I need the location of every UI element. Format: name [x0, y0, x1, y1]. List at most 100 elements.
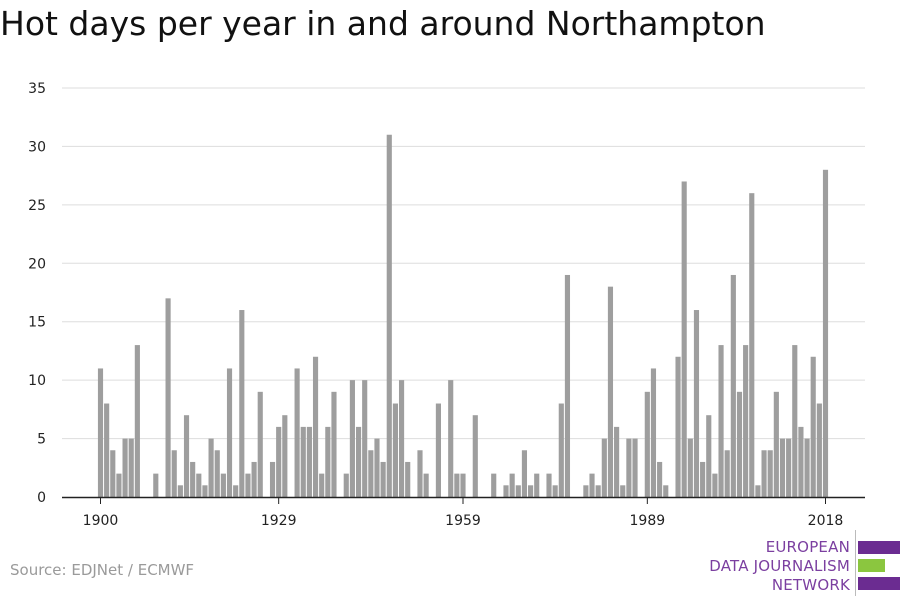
bar-1911	[165, 298, 171, 497]
bar-1968	[515, 485, 521, 497]
bar-1940	[343, 473, 349, 497]
bar-1920	[220, 473, 226, 497]
bar-1918	[208, 438, 214, 497]
bar-1914	[183, 415, 190, 497]
bar-2008	[761, 450, 767, 497]
grid-lines	[62, 87, 865, 440]
bar-1938	[331, 391, 337, 497]
source-note: Source: EDJNet / ECMWF	[10, 561, 195, 579]
bar-1935	[312, 356, 319, 497]
bar-1946	[380, 461, 386, 497]
bar-1913	[177, 485, 183, 497]
bar-1937	[325, 426, 331, 497]
bar-1947	[386, 134, 392, 497]
bar-1961	[472, 415, 478, 497]
bar-1919	[214, 450, 220, 497]
bar-1952	[417, 450, 423, 497]
y-tick-label: 15	[28, 315, 46, 331]
bar-1905	[128, 438, 134, 497]
bar-1992	[663, 485, 669, 497]
bar-1936	[319, 473, 325, 497]
bar-1964	[491, 473, 497, 497]
bar-1904	[122, 438, 128, 497]
logo-bar-purple-top	[858, 541, 900, 554]
bar-1929	[276, 426, 282, 497]
bar-1973	[546, 473, 552, 497]
bar-1948	[392, 403, 398, 497]
bar-2016	[810, 356, 816, 497]
y-tick-label: 35	[28, 81, 46, 97]
bar-1903	[116, 473, 122, 497]
bar-1916	[196, 473, 202, 497]
bars	[97, 134, 829, 498]
y-tick-label: 5	[37, 432, 46, 448]
bar-1924	[245, 473, 251, 497]
bar-2002	[724, 450, 730, 497]
bar-1923	[239, 310, 245, 497]
bar-1902	[110, 450, 116, 497]
bar-1985	[620, 485, 626, 497]
bar-1959	[460, 473, 466, 497]
bar-2005	[743, 345, 749, 497]
bar-1998	[700, 461, 706, 497]
logo-line-european: EUROPEAN	[765, 538, 850, 556]
bar-1974	[552, 485, 558, 497]
bar-1945	[374, 438, 380, 497]
bar-1958	[454, 473, 460, 497]
y-axis-ticks: 0 5 10 15 20 25 30 35	[28, 81, 46, 506]
bar-1921	[226, 368, 233, 497]
bar-1987	[632, 438, 638, 497]
y-tick-label: 10	[28, 373, 46, 389]
bar-1900	[97, 368, 104, 497]
y-tick-label: 20	[28, 256, 46, 272]
bar-1989	[644, 391, 650, 497]
bar-1979	[583, 485, 589, 497]
bar-1999	[706, 415, 712, 497]
bar-2004	[736, 391, 743, 497]
bar-1943	[362, 380, 368, 497]
bar-2015	[804, 438, 810, 497]
bar-2006	[749, 193, 755, 497]
bar-1950	[405, 461, 411, 497]
chart-title: Hot days per year in and around Northamp…	[0, 4, 766, 43]
bar-1912	[171, 450, 177, 497]
bar-1901	[104, 403, 110, 497]
logo-divider	[855, 530, 856, 596]
bar-1995	[681, 181, 687, 497]
logo-bar-green	[858, 559, 885, 572]
bar-1930	[282, 415, 288, 497]
bar-1966	[503, 485, 509, 497]
bar-1909	[153, 473, 159, 497]
y-tick-label: 30	[28, 139, 46, 155]
bar-2012	[786, 438, 792, 497]
logo-line-data-journalism: DATA JOURNALISM	[709, 557, 850, 575]
bar-1980	[589, 473, 595, 497]
bar-1934	[306, 426, 312, 497]
bar-2014	[798, 426, 804, 497]
bar-1967	[509, 473, 515, 497]
bar-2010	[773, 391, 779, 497]
bar-1997	[693, 310, 700, 497]
x-tick-label: 1959	[445, 513, 481, 529]
bar-1917	[202, 485, 208, 497]
bar-1957	[448, 380, 454, 497]
edjnet-logo: EUROPEAN DATA JOURNALISM NETWORK	[700, 530, 900, 596]
bar-1949	[398, 380, 405, 497]
bar-2009	[767, 450, 773, 497]
bar-1933	[300, 426, 306, 497]
bar-1975	[558, 403, 564, 497]
bar-1953	[423, 473, 429, 497]
y-tick-label: 25	[28, 198, 46, 214]
bar-1955	[435, 403, 441, 497]
bar-1983	[607, 286, 614, 497]
bar-1925	[251, 461, 257, 497]
bar-1915	[190, 461, 196, 497]
bar-1996	[687, 438, 693, 497]
bar-2011	[779, 438, 786, 497]
bar-2003	[730, 274, 736, 497]
bar-1932	[294, 368, 300, 497]
bar-1976	[564, 274, 571, 497]
bar-1991	[657, 461, 663, 497]
bar-1990	[650, 368, 657, 497]
bar-1971	[534, 473, 540, 497]
